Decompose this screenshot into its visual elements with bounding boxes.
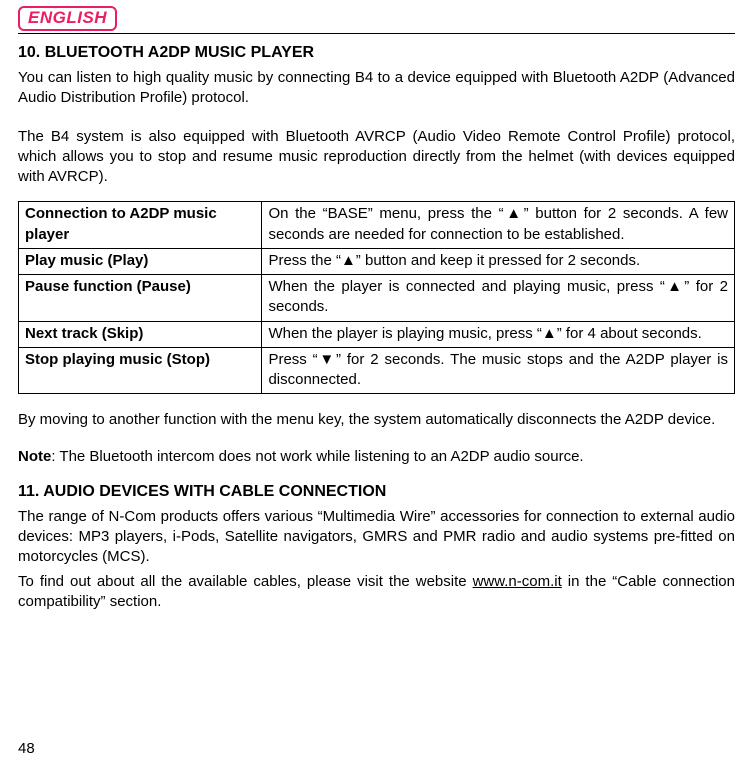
page-header: ENGLISH	[18, 0, 735, 34]
table-row: Pause function (Pause)When the player is…	[19, 275, 735, 322]
table-row: Connection to A2DP music playerOn the “B…	[19, 202, 735, 249]
section-10-para-2: The B4 system is also equipped with Blue…	[18, 127, 735, 188]
table-desc-cell: When the player is connected and playing…	[262, 275, 735, 322]
note-label: Note	[18, 448, 51, 465]
table-row: Stop playing music (Stop)Press “▼” for 2…	[19, 347, 735, 394]
note-text: : The Bluetooth intercom does not work w…	[51, 448, 583, 465]
table-label-cell: Play music (Play)	[19, 248, 262, 274]
table-row: Next track (Skip)When the player is play…	[19, 321, 735, 347]
section-10-note: Note: The Bluetooth intercom does not wo…	[18, 447, 735, 467]
section-11-heading: 11. AUDIO DEVICES WITH CABLE CONNECTION	[18, 483, 735, 501]
table-row: Play music (Play)Press the “▲” button an…	[19, 248, 735, 274]
website-link[interactable]: www.n-com.it	[473, 573, 562, 590]
section-10-para-3: By moving to another function with the m…	[18, 410, 735, 430]
table-label-cell: Pause function (Pause)	[19, 275, 262, 322]
language-badge: ENGLISH	[18, 6, 117, 31]
header-divider	[18, 33, 735, 34]
para2-pre: To find out about all the available cabl…	[18, 573, 473, 590]
table-label-cell: Connection to A2DP music player	[19, 202, 262, 249]
section-11-para-1: The range of N-Com products offers vario…	[18, 507, 735, 568]
table-label-cell: Next track (Skip)	[19, 321, 262, 347]
table-desc-cell: Press “▼” for 2 seconds. The music stops…	[262, 347, 735, 394]
table-desc-cell: When the player is playing music, press …	[262, 321, 735, 347]
section-10-para-1: You can listen to high quality music by …	[18, 68, 735, 109]
table-desc-cell: Press the “▲” button and keep it pressed…	[262, 248, 735, 274]
page-number: 48	[18, 740, 35, 757]
table-desc-cell: On the “BASE” menu, press the “▲” button…	[262, 202, 735, 249]
table-label-cell: Stop playing music (Stop)	[19, 347, 262, 394]
a2dp-controls-table: Connection to A2DP music playerOn the “B…	[18, 201, 735, 394]
section-11-para-2: To find out about all the available cabl…	[18, 572, 735, 613]
section-10-heading: 10. BLUETOOTH A2DP MUSIC PLAYER	[18, 44, 735, 62]
